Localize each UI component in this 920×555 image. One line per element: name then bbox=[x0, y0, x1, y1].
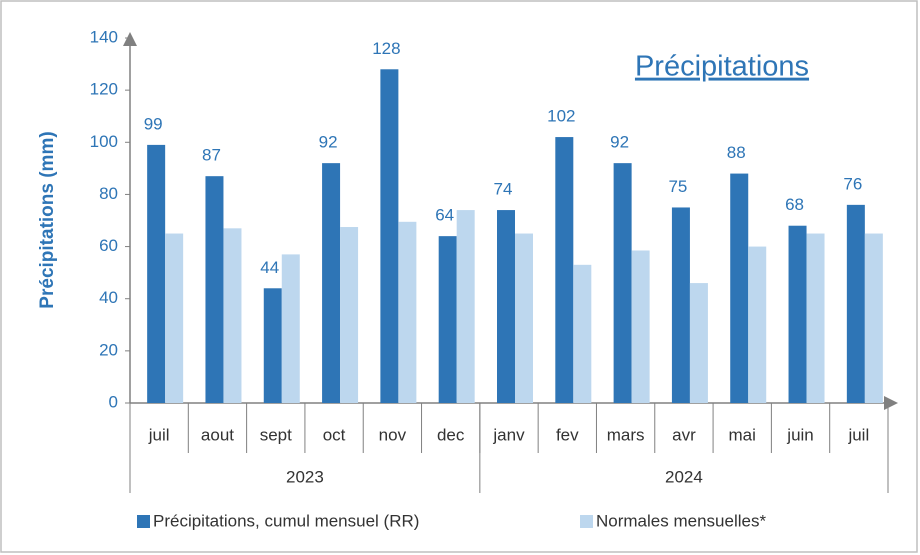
y-tick-label: 0 bbox=[109, 392, 118, 411]
bar bbox=[147, 144, 166, 403]
group-label: 2024 bbox=[665, 467, 703, 486]
bar bbox=[689, 283, 708, 403]
bar bbox=[748, 246, 767, 403]
bar bbox=[846, 204, 865, 403]
data-label: 87 bbox=[202, 146, 221, 165]
bar bbox=[631, 250, 650, 403]
y-tick-label: 100 bbox=[90, 132, 118, 151]
y-tick-label: 120 bbox=[90, 80, 118, 99]
bar bbox=[205, 176, 224, 403]
bar bbox=[788, 225, 807, 403]
bar bbox=[322, 163, 341, 403]
bar bbox=[671, 207, 690, 403]
legend-swatch bbox=[580, 515, 593, 528]
legend-swatch bbox=[137, 515, 150, 528]
x-tick-label: juil bbox=[148, 425, 170, 444]
data-label: 64 bbox=[435, 206, 454, 225]
bar bbox=[497, 210, 515, 403]
bar bbox=[223, 228, 242, 403]
x-tick-label: aout bbox=[201, 425, 234, 444]
data-label: 74 bbox=[494, 180, 513, 199]
x-tick-label: nov bbox=[379, 425, 407, 444]
x-tick-label: sept bbox=[260, 425, 292, 444]
bar bbox=[515, 233, 533, 403]
data-label: 88 bbox=[727, 143, 746, 162]
x-tick-label: juil bbox=[847, 425, 869, 444]
bar bbox=[456, 210, 475, 403]
data-label: 99 bbox=[144, 114, 163, 133]
y-axis-label: Précipitations (mm) bbox=[37, 131, 58, 308]
group-label: 2023 bbox=[286, 467, 324, 486]
legend-label: Précipitations, cumul mensuel (RR) bbox=[153, 511, 419, 530]
x-tick-label: oct bbox=[323, 425, 346, 444]
bar bbox=[730, 173, 749, 403]
y-tick-label: 60 bbox=[99, 236, 118, 255]
bar bbox=[613, 163, 632, 403]
bar bbox=[398, 221, 417, 403]
data-label: 128 bbox=[372, 39, 400, 58]
x-tick-label: janv bbox=[492, 425, 525, 444]
data-label: 92 bbox=[610, 133, 629, 152]
y-tick-label: 80 bbox=[99, 184, 118, 203]
y-tick-label: 40 bbox=[99, 288, 118, 307]
x-tick-label: dec bbox=[437, 425, 465, 444]
x-tick-label: mai bbox=[729, 425, 756, 444]
bar bbox=[555, 137, 574, 404]
data-label: 76 bbox=[843, 174, 862, 193]
y-tick-label: 20 bbox=[99, 340, 118, 359]
y-axis-arrow bbox=[123, 32, 137, 46]
y-tick-label: 140 bbox=[90, 27, 118, 46]
bar bbox=[864, 233, 883, 403]
x-tick-label: avr bbox=[672, 425, 696, 444]
x-tick-label: juin bbox=[786, 425, 813, 444]
bar bbox=[438, 236, 457, 403]
data-label: 68 bbox=[785, 195, 804, 214]
bar bbox=[281, 254, 300, 403]
bar bbox=[165, 233, 184, 403]
bar bbox=[263, 288, 282, 403]
data-label: 102 bbox=[547, 107, 575, 126]
bar bbox=[340, 227, 359, 403]
bar bbox=[806, 233, 825, 403]
data-label: 44 bbox=[260, 258, 279, 277]
data-label: 75 bbox=[668, 177, 687, 196]
x-tick-label: fev bbox=[556, 425, 579, 444]
chart-title: Précipitations bbox=[635, 51, 809, 83]
data-label: 92 bbox=[319, 133, 338, 152]
legend-label: Normales mensuelles* bbox=[596, 511, 766, 530]
bar bbox=[573, 264, 592, 403]
bar bbox=[380, 69, 399, 404]
x-tick-label: mars bbox=[607, 425, 645, 444]
